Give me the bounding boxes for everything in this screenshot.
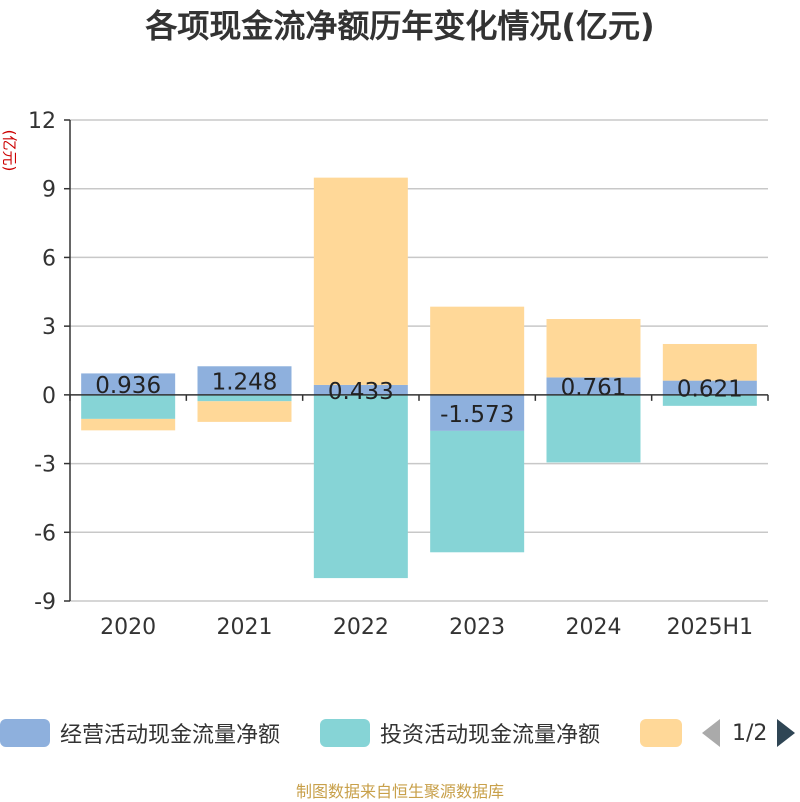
bar-third-2023 — [430, 306, 525, 395]
y-tick-label: 6 — [42, 246, 56, 271]
bar-investing-2024 — [546, 394, 641, 463]
legend-pager: 1/2 — [702, 718, 796, 748]
legend-next-icon[interactable] — [777, 719, 796, 747]
y-tick-label: -6 — [34, 521, 56, 546]
legend-item-operating[interactable]: 经营活动现金流量净额 — [0, 716, 280, 750]
bar-investing-2022 — [313, 394, 408, 579]
bar-layer — [81, 177, 757, 579]
data-label: 0.621 — [677, 377, 743, 403]
legend-swatch-third — [640, 719, 682, 747]
bar-operating-2021 — [197, 366, 292, 395]
bar-chart: -9 -6 -3 0 3 6 9 12 2020 2021 2022 2023 2024 2025H1 0… — [28, 109, 769, 640]
x-tick-label: 2025H1 — [667, 615, 754, 640]
data-label: 0.936 — [95, 373, 161, 399]
bar-third-2020 — [81, 418, 176, 431]
x-tick-label: 2021 — [217, 615, 273, 640]
legend-label-operating: 经营活动现金流量净额 — [60, 723, 281, 748]
bar-operating-2024 — [546, 377, 641, 395]
x-tick-label: 2020 — [100, 615, 156, 640]
legend-label-investing: 投资活动现金流量净额 — [380, 723, 601, 748]
data-label: 0.433 — [328, 379, 394, 405]
bar-investing-2025H1 — [662, 394, 757, 406]
data-label: 0.761 — [561, 375, 627, 401]
y-tick-label: 3 — [42, 315, 56, 340]
legend-page-indicator: 1/2 — [732, 720, 768, 746]
grid-layer — [70, 119, 768, 602]
legend-swatch-investing — [320, 719, 370, 747]
data-label: 1.248 — [212, 370, 278, 396]
bar-investing-2023 — [430, 430, 525, 553]
bar-investing-2020 — [81, 394, 176, 419]
y-tick-label: 0 — [42, 384, 56, 409]
x-tick-label: 2023 — [449, 615, 505, 640]
y-tick-label: 12 — [28, 109, 56, 134]
bar-third-2022 — [313, 177, 408, 385]
data-label: -1.573 — [440, 402, 514, 428]
bar-investing-2021 — [197, 394, 292, 402]
data-source-note: 制图数据来自恒生聚源数据库 — [295, 782, 504, 801]
bar-operating-2023 — [430, 394, 525, 431]
axis-layer: -9 -6 -3 0 3 6 9 12 2020 2021 2022 2023 2024 2025H1 — [28, 109, 769, 640]
legend-swatch-operating — [0, 719, 50, 747]
legend-item-investing[interactable]: 投资活动现金流量净额 — [320, 716, 600, 750]
bar-operating-2025H1 — [662, 380, 757, 395]
chart-title: 各项现金流净额历年变化情况(亿元) — [145, 7, 655, 45]
bar-operating-2022 — [313, 384, 408, 395]
bar-operating-2020 — [81, 373, 176, 395]
y-tick-label: 9 — [42, 178, 56, 203]
legend: 经营活动现金流量净额 投资活动现金流量净额 — [0, 716, 800, 756]
x-tick-label: 2022 — [333, 615, 389, 640]
label-layer: 0.936 1.248 0.433 -1.573 0.761 0.621 — [95, 370, 743, 428]
x-tick-label: 2024 — [566, 615, 622, 640]
legend-item-third[interactable] — [640, 716, 692, 750]
legend-prev-icon[interactable] — [702, 719, 720, 747]
bar-third-2025H1 — [662, 343, 757, 381]
bar-third-2024 — [546, 319, 641, 378]
y-tick-label: -9 — [34, 590, 56, 615]
bar-third-2021 — [197, 401, 292, 422]
y-tick-label: -3 — [34, 453, 56, 478]
